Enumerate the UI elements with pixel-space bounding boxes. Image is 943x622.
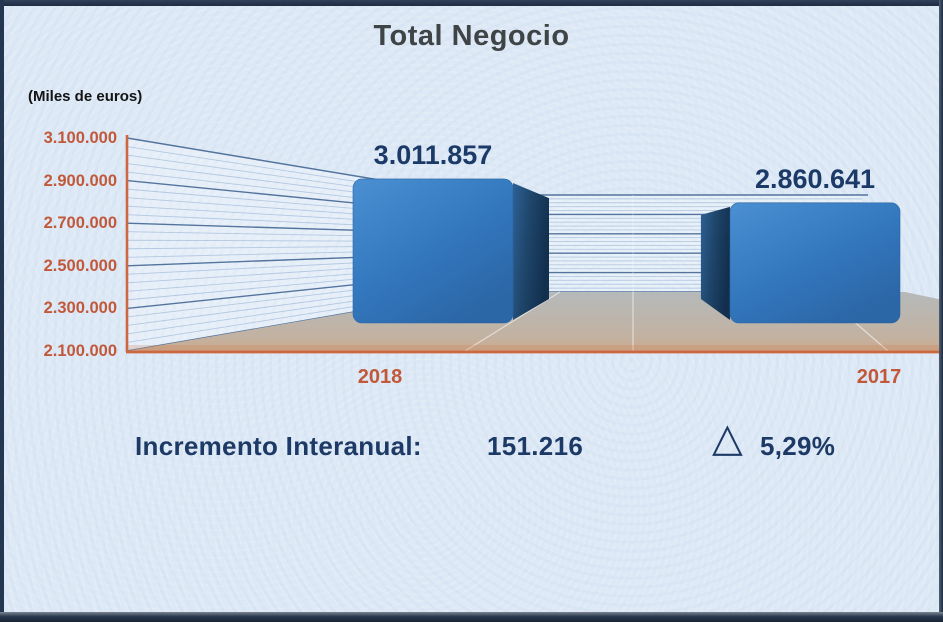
frame-border-left	[0, 0, 4, 622]
chart-title: Total Negocio	[373, 20, 570, 52]
bar-value-label: 2.860.641	[754, 163, 876, 194]
frame-border-top	[0, 0, 943, 6]
summary-percent: 5,29%	[760, 431, 836, 461]
bar-value-label: 3.011.857	[373, 139, 493, 170]
y-tick-label: 2.100.000	[43, 342, 117, 360]
frame-border-bottom	[0, 612, 943, 622]
x-category-label: 2018	[357, 366, 403, 388]
x-category-label: 2017	[856, 366, 902, 388]
axis-unit-label: (Miles de euros)	[28, 88, 143, 105]
summary-label: Incremento Interanual:	[135, 431, 422, 461]
y-tick-label: 2.900.000	[43, 171, 117, 190]
y-tick-label: 2.700.000	[43, 214, 117, 233]
frame-border-right	[939, 0, 943, 622]
delta-up-icon: △	[712, 416, 743, 460]
summary-value: 151.216	[487, 431, 584, 461]
y-tick-label: 2.300.000	[43, 299, 117, 318]
y-tick-label: 3.100.000	[43, 129, 117, 147]
y-tick-label: 2.500.000	[43, 256, 117, 275]
